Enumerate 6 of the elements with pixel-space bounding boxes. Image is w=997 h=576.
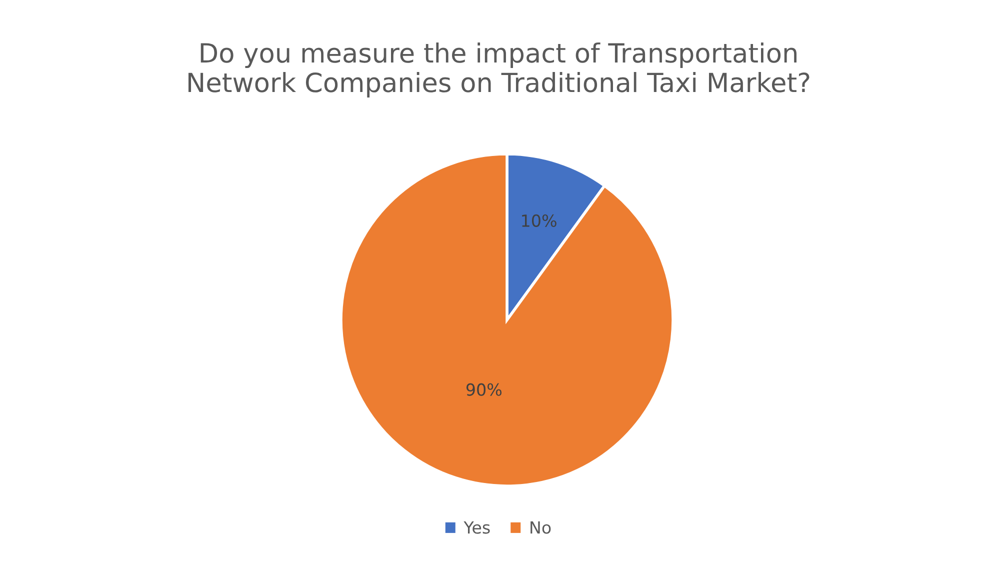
chart-title: Do you measure the impact of Transportation Network Companies on Traditional Taxi Market? [188, 42, 810, 98]
legend-label: Yes [464, 521, 490, 534]
data-label: 90% [466, 383, 502, 396]
pie-slice [340, 152, 674, 488]
data-label: 10% [522, 214, 556, 227]
legend-label: No [530, 521, 551, 534]
